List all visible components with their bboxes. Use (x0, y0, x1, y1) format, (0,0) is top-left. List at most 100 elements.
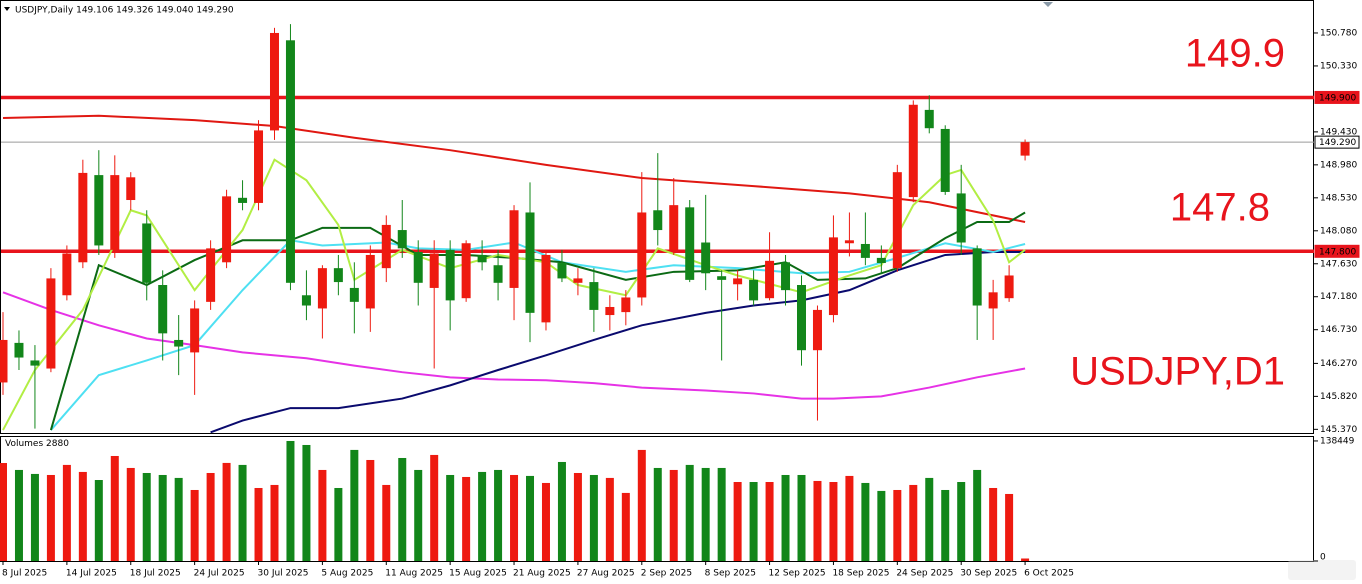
x-tick-label: 24 Sep 2025 (896, 569, 953, 579)
volume-bar (494, 469, 503, 561)
y-tick-label: 145.370 (1320, 425, 1357, 435)
price-level-label: 149.900 (1319, 93, 1356, 103)
volume-bar (701, 467, 710, 561)
volume-bar (845, 475, 854, 561)
volume-bar (446, 474, 455, 561)
volume-bar (861, 482, 870, 561)
moving-average (210, 251, 1026, 434)
candle-body (701, 242, 711, 274)
candle-body (924, 109, 934, 129)
x-tick-label: 18 Sep 2025 (832, 569, 889, 579)
volume-tick-label: 0 (1320, 553, 1326, 563)
volume-bar (589, 474, 598, 561)
volume-bar (877, 490, 886, 561)
volume-bar (430, 454, 439, 561)
volume-bar (733, 482, 742, 561)
candle-body (269, 32, 279, 131)
watermark (1288, 560, 1356, 580)
moving-average (2, 291, 1026, 400)
candle-body (733, 278, 743, 285)
candle-body (62, 253, 72, 296)
volume-bar (62, 464, 71, 561)
volume-bar (829, 482, 838, 561)
candle-body (14, 342, 24, 358)
volume-bar (78, 471, 87, 561)
y-tick-label: 148.980 (1320, 160, 1357, 170)
x-tick-label: 27 Aug 2025 (577, 569, 635, 579)
candle-body (477, 254, 487, 263)
volume-bar (717, 467, 726, 561)
candle-body (429, 253, 439, 288)
candle-body (94, 175, 104, 246)
volume-bar (765, 482, 774, 561)
candle-body (637, 212, 647, 298)
shift-marker (1043, 2, 1053, 7)
x-tick-label: 24 Jul 2025 (194, 569, 245, 579)
candle-body (605, 306, 615, 316)
volume-current: 2880 (46, 439, 69, 449)
volume-tick-label: 138449 (1320, 436, 1355, 446)
volume-bar (973, 469, 982, 561)
volume-bar (0, 463, 7, 561)
candle-body (828, 237, 838, 316)
candle-body (1020, 142, 1030, 156)
x-tick-label: 12 Sep 2025 (769, 569, 826, 579)
volume-bar (957, 482, 966, 561)
candle-body (317, 268, 327, 309)
x-tick-label: 6 Oct 2025 (1024, 569, 1074, 579)
volume-bar (414, 469, 423, 561)
volume-bar (158, 474, 167, 561)
candle-body (653, 210, 663, 231)
volume-bar (1005, 493, 1014, 561)
volume-bar (206, 472, 215, 561)
y-tick-label: 146.270 (1320, 359, 1357, 369)
y-tick-label: 148.530 (1320, 193, 1357, 203)
volume-bar (605, 477, 614, 561)
candle-body (956, 193, 966, 243)
volume-bar (382, 484, 391, 561)
candle-body (557, 263, 567, 279)
candle-body (860, 243, 870, 258)
watermark-box (1288, 560, 1356, 580)
annotation: 149.9 (1185, 32, 1285, 76)
candle-body (413, 252, 423, 283)
volume-bar (142, 472, 151, 561)
volume-bar (478, 471, 487, 561)
volume-bar (238, 464, 247, 561)
volume-bar (925, 477, 934, 561)
candle-body (238, 197, 248, 203)
volume-bar (334, 487, 343, 561)
candle-body (573, 278, 583, 283)
volume-bar (110, 455, 119, 561)
volume-bar (30, 473, 39, 561)
y-tick-label: 149.430 (1320, 127, 1357, 137)
volume-bar (254, 487, 263, 561)
candle-body (301, 295, 311, 306)
candle-body (892, 172, 902, 269)
symbol-icon (4, 7, 10, 11)
volume-bar (318, 469, 327, 561)
x-tick-label: 5 Aug 2025 (321, 569, 373, 579)
volume-bar (302, 444, 311, 561)
candle-body (765, 260, 775, 299)
chart-header: USDJPY,Daily 149.106 149.326 149.040 149… (15, 6, 234, 16)
candle-body (844, 240, 854, 244)
volume-bar (669, 469, 678, 561)
volume-bar (621, 492, 630, 561)
volume-bar (781, 474, 790, 561)
candle-body (797, 285, 806, 351)
candle-body (46, 278, 56, 369)
price-level-box (1314, 244, 1360, 258)
x-tick-label: 18 Jul 2025 (130, 569, 181, 579)
volume-bar (94, 480, 103, 561)
volume-bar (286, 440, 295, 561)
candle-body (509, 210, 519, 288)
volume-bar (685, 464, 694, 561)
volume-bar (573, 472, 582, 561)
candle-body (349, 287, 359, 302)
candle-body (541, 254, 551, 323)
candle-body (876, 257, 886, 264)
x-tick-label: 2 Sep 2025 (641, 569, 692, 579)
candle-body (1004, 275, 1014, 299)
volume-title: Volumes 2880 (5, 439, 69, 449)
